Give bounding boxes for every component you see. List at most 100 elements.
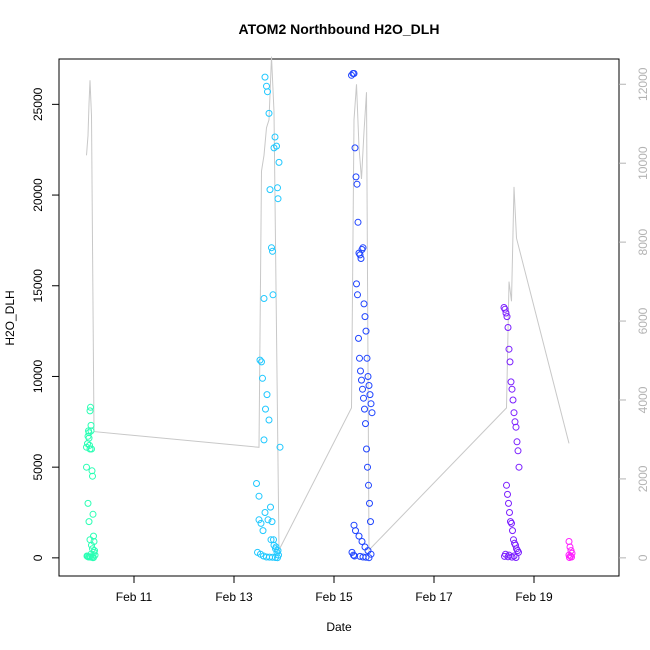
data-point	[501, 552, 508, 560]
data-point	[262, 405, 269, 413]
data-point	[352, 173, 360, 181]
data-point	[504, 324, 512, 331]
data-point	[274, 554, 281, 562]
x-tick-label: Feb 19	[515, 590, 553, 604]
data-point	[351, 144, 359, 152]
data-point	[256, 356, 264, 364]
data-point	[358, 538, 366, 545]
y-tick-label: 20000	[31, 178, 45, 212]
series-2	[253, 73, 284, 562]
data-point	[266, 186, 274, 194]
data-point	[255, 492, 263, 500]
data-point	[504, 553, 512, 561]
data-point	[354, 218, 362, 226]
data-point	[508, 385, 516, 393]
y-tick-label: 0	[31, 554, 45, 561]
secondary-series-line	[86, 56, 570, 552]
data-point	[510, 409, 518, 417]
data-point	[359, 244, 367, 252]
data-point	[357, 255, 365, 262]
data-point	[264, 88, 271, 96]
data-point	[506, 358, 514, 366]
data-point	[269, 291, 277, 299]
data-point	[509, 527, 516, 535]
data-point	[263, 82, 270, 90]
data-point	[87, 403, 94, 411]
y2-tick-label: 8000	[636, 228, 650, 255]
x-axis-label: Date	[326, 620, 352, 634]
data-point	[253, 480, 260, 487]
data-point	[269, 553, 276, 561]
data-point	[355, 532, 363, 540]
data-point	[269, 247, 276, 255]
y-tick-label: 15000	[31, 269, 45, 303]
x-tick-label: Feb 17	[415, 590, 453, 604]
chart-title: ATOM2 Northbound H2O_DLH	[239, 21, 440, 37]
data-point	[261, 73, 269, 81]
data-points	[83, 70, 576, 562]
data-point	[504, 490, 511, 498]
data-point	[512, 554, 520, 561]
data-point	[350, 70, 358, 77]
data-point	[271, 133, 279, 141]
series-3	[348, 70, 376, 562]
data-point	[367, 518, 374, 526]
data-point	[503, 313, 511, 321]
data-point	[356, 354, 363, 362]
data-point	[267, 536, 275, 544]
data-point	[267, 503, 274, 511]
data-point	[362, 327, 370, 335]
data-point	[365, 481, 372, 489]
data-point	[361, 405, 368, 413]
data-point	[362, 553, 370, 561]
data-point	[273, 142, 280, 150]
data-point	[255, 516, 263, 524]
y-tick-label: 5000	[31, 453, 45, 480]
data-point	[361, 313, 369, 321]
data-point	[363, 354, 371, 362]
secondary-line	[86, 56, 570, 552]
data-point	[360, 394, 367, 402]
y2-tick-label: 0	[636, 554, 650, 561]
y-tick-label: 10000	[31, 359, 45, 393]
data-point	[268, 244, 275, 252]
data-point	[89, 554, 97, 562]
data-point	[355, 334, 362, 342]
data-point	[515, 463, 523, 471]
data-point	[503, 481, 510, 489]
data-point	[366, 391, 374, 399]
data-point	[566, 554, 573, 561]
data-point	[86, 441, 93, 449]
data-point	[365, 382, 373, 389]
plot-frame	[58, 58, 620, 577]
series-5	[565, 538, 576, 561]
series-1	[83, 403, 99, 562]
axes: Feb 11 Feb 13 Feb 15 Feb 17 Feb 19 0 5000 10000…	[31, 67, 650, 604]
data-point	[364, 463, 371, 471]
data-point	[90, 532, 97, 540]
data-point	[501, 305, 509, 313]
data-point	[272, 543, 280, 551]
y-axis-label: H2O_DLH	[3, 290, 17, 345]
data-point	[276, 443, 284, 451]
y-tick-label: 25000	[31, 87, 45, 121]
data-point	[89, 472, 96, 480]
data-point	[85, 429, 93, 437]
data-point	[265, 109, 273, 117]
data-point	[259, 527, 267, 535]
data-point	[88, 541, 95, 549]
data-point	[88, 445, 95, 453]
data-point	[507, 378, 515, 386]
data-point	[274, 195, 282, 203]
data-point	[363, 445, 370, 453]
data-point	[508, 553, 516, 561]
data-point	[567, 552, 574, 560]
data-point	[260, 295, 268, 302]
data-point	[83, 463, 90, 471]
data-point	[85, 518, 93, 526]
y2-tick-label: 10000	[636, 146, 650, 180]
y2-tick-label: 6000	[636, 307, 650, 334]
data-point	[261, 509, 269, 516]
data-point	[505, 499, 512, 507]
